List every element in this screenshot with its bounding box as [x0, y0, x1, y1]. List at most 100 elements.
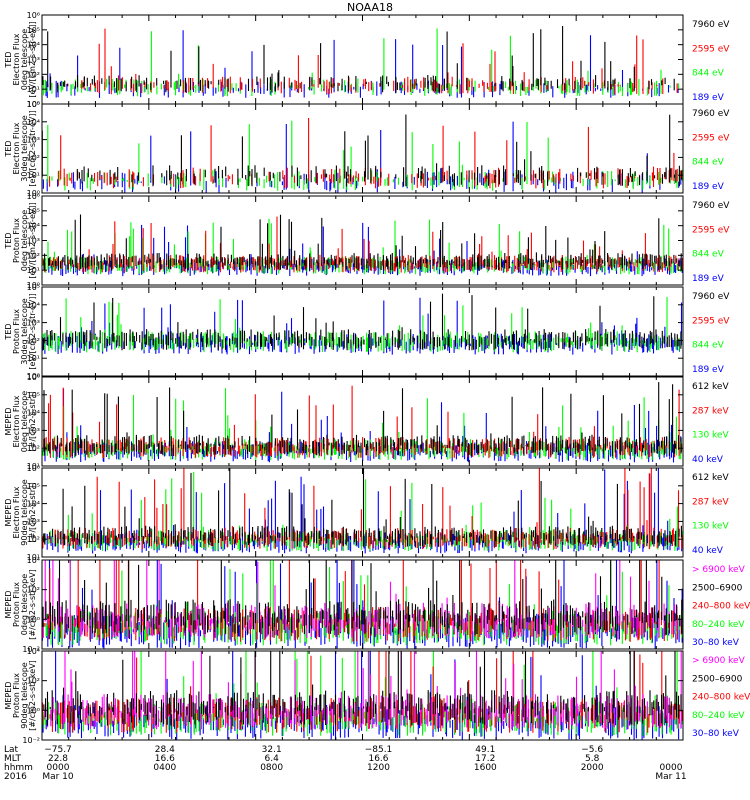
panel-5-ylabel-line: MEPED	[4, 408, 13, 436]
panel-7-ylabel-line: Proton Flux	[12, 582, 21, 627]
panel-8-ytick-label: 10⁴	[27, 647, 40, 656]
panel-2-legend-green: 844 eV	[692, 158, 725, 168]
panel-7-ytick-label: 10⁰	[27, 615, 40, 624]
panel-6-ytick-label: 10²	[27, 535, 40, 544]
panel-6-ytick-label: 10¹	[27, 553, 40, 562]
xaxis-hhmm-value: 0000	[660, 763, 683, 773]
panel-6-legend-red: 287 keV	[692, 497, 729, 507]
xaxis-row-label-hhmm: hhmm	[4, 763, 33, 773]
panel-8-ylabel-line: Proton Flux	[12, 673, 21, 718]
chart-title: NOAA18	[347, 1, 393, 14]
panel-1: 10⁰ 10¹ 10² 10³ 10⁴ 10⁵ 10⁶ TED Electron Flux 0de…	[4, 11, 730, 109]
panel-1-ylabel-line: 0deg telescope	[20, 29, 29, 90]
panel-3-ytick-label: 10¹	[27, 266, 40, 275]
panel-1-ytick-label: 10³	[27, 56, 40, 65]
panel-3-ytick-label: 10⁴	[27, 222, 40, 231]
panel-3-ylabel-line: TED	[4, 232, 13, 249]
panel-8-legend-black: 2500–6900	[692, 674, 743, 684]
panel-5-ylabel-line: Electron Flux	[12, 395, 21, 447]
panel-2-ylabel-line: TED	[4, 140, 13, 157]
panel-4-ytick-label: 10⁴	[27, 301, 40, 310]
panel-2-legend-black: 7960 eV	[692, 109, 730, 119]
xaxis-hhmm-value: 2000	[581, 763, 604, 773]
panel-5: 10¹ 10² 10³ 10⁴ 10⁵ 10⁶ MEPED Electron Flux 0deg…	[4, 373, 729, 471]
panel-1-legend-red: 2595 eV	[692, 44, 730, 54]
panel-6-legend-green: 130 keV	[692, 522, 729, 532]
panel-4-ylabel-line: Proton Flux	[12, 309, 21, 354]
panel-3-ytick-label: 10⁰	[27, 281, 40, 290]
xaxis-hhmm-value: 1600	[474, 763, 497, 773]
panel-7-series-black	[42, 560, 683, 635]
panel-4-ytick-label: 10²	[27, 336, 40, 345]
panel-3-ylabel-line: 0deg telescope	[20, 210, 29, 271]
xaxis-row-label-lat: Lat	[4, 745, 19, 755]
panel-8-legend-red: 240–800 keV	[692, 693, 750, 703]
panel-2-series-red	[49, 118, 682, 189]
panel-4-legend-black: 7960 eV	[692, 292, 730, 302]
panel-7-legend-green: 80–240 keV	[692, 620, 745, 630]
panel-7: 10⁻² 10⁰ 10² 10⁴ MEPED Proton Flux 0deg telesc…	[4, 556, 750, 654]
panel-5-ytick-label: 10²	[27, 444, 40, 453]
panel-2-ytick-label: 10⁵	[27, 100, 40, 109]
panel-5-ylabel-line: [#/[cm2-s-str]]	[28, 392, 37, 452]
panel-3-ytick-label: 10⁵	[27, 207, 40, 216]
panel-3-ytick-label: 10⁶	[27, 192, 40, 201]
panel-2-ytick-label: 10⁰	[27, 189, 40, 198]
panel-1-legend-green: 844 eV	[692, 69, 725, 79]
panel-5-legend-blue: 40 keV	[692, 455, 724, 465]
panel-4-series-blue	[42, 297, 683, 355]
panel-6: 10¹ 10² 10³ 10⁴ 10⁵ 10⁶ MEPED Electron Flux 90de…	[4, 464, 729, 562]
panel-7-ylabel-line: [#/cm2-s-str-keV]	[28, 569, 37, 640]
panel-1-ytick-label: 10⁰	[27, 100, 40, 109]
panel-1-series-black	[42, 26, 675, 93]
panel-6-traces	[42, 468, 683, 554]
panel-3-ytick-label: 10²	[27, 251, 40, 260]
panel-4-legend-red: 2595 eV	[692, 316, 730, 326]
xaxis-mlt-value: 16.6	[368, 754, 388, 764]
panel-4-ylabel-line: [eV/[cm2-s-str-eV]]	[28, 293, 37, 369]
panel-1-ytick-label: 10⁴	[27, 41, 40, 50]
panel-3-legend-red: 2595 eV	[692, 225, 730, 235]
xaxis-lat-value: −85.1	[365, 745, 393, 755]
panel-3: 10⁰ 10¹ 10² 10³ 10⁴ 10⁵ 10⁶ TED Proton Flux 0deg …	[4, 192, 730, 290]
panel-2-series-black	[42, 114, 683, 187]
panel-3-ylabel-line: [eV/[cm2-s-str-eV]]	[28, 202, 37, 278]
panel-7-ytick-label: 10²	[27, 586, 40, 595]
panel-2-legend-blue: 189 eV	[692, 182, 725, 192]
xaxis-hhmm-value: 0000	[47, 763, 70, 773]
panel-1-ytick-label: 10²	[27, 70, 40, 79]
panel-4-ylabel-line: 30deg telescope	[20, 298, 29, 365]
panel-4-legend-blue: 189 eV	[692, 365, 725, 375]
panel-5-ytick-label: 10⁵	[27, 391, 40, 400]
panel-4-ytick-label: 10⁰	[27, 372, 40, 381]
panel-5-legend-black: 612 keV	[692, 382, 729, 392]
panel-5-ytick-label: 10⁶	[27, 373, 40, 382]
panel-6-ylabel-line: MEPED	[4, 499, 13, 527]
panel-3-series-black	[43, 214, 682, 271]
panel-8-ytick-label: 10²	[27, 677, 40, 686]
panel-2-ylabel-line: Electron Flux	[12, 122, 21, 174]
xaxis-hhmm-value: 0800	[260, 763, 283, 773]
panel-6-legend-blue: 40 keV	[692, 546, 724, 556]
panel-6-ytick-label: 10⁶	[27, 464, 40, 473]
xaxis-mlt-value: 22.8	[48, 754, 68, 764]
xaxis-row-label-date: 2016	[4, 772, 27, 782]
xaxis-hhmm-value: 0400	[153, 763, 176, 773]
panel-3-legend-green: 844 eV	[692, 250, 725, 260]
panel-7-legend-magenta: > 6900 keV	[692, 565, 746, 575]
panel-8-ylabel-line: [#/cm2-s-str-keV]	[28, 660, 37, 731]
panel-7-traces	[42, 560, 683, 649]
xaxis-lat-value: 28.4	[155, 745, 175, 755]
xaxis-date-value: Mar 10	[42, 772, 74, 782]
panel-1-traces	[42, 26, 679, 98]
panel-7-ylabel-line: MEPED	[4, 591, 13, 619]
xaxis-hhmm-value: 1200	[367, 763, 390, 773]
panel-4: 10⁰ 10¹ 10² 10³ 10⁴ 10⁵ TED Proton Flux 30deg te…	[4, 283, 730, 381]
panel-8-series-black	[43, 651, 682, 726]
panel-1-ylabel-line: TED	[4, 51, 13, 68]
panel-5-legend-red: 287 keV	[692, 406, 729, 416]
xaxis-lat-value: 49.1	[475, 745, 495, 755]
panel-5-traces	[42, 382, 683, 463]
xaxis-mlt-value: 6.4	[265, 754, 280, 764]
